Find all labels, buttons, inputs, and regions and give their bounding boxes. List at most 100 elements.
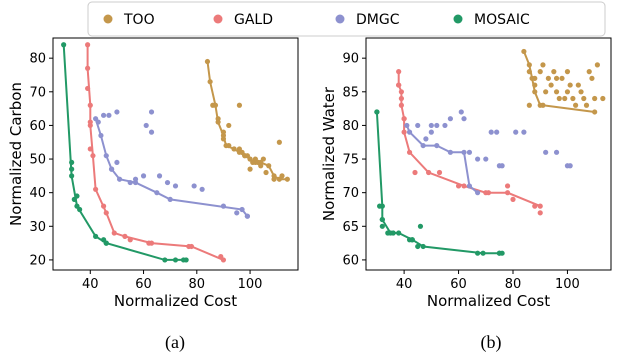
pareto-front-line-too — [522, 51, 595, 113]
data-point-mosaic — [379, 223, 385, 229]
y-tick-label: 60 — [29, 119, 46, 134]
data-point-gald — [146, 240, 152, 246]
legend-marker-dmgc — [335, 14, 345, 24]
data-point-dmgc — [140, 173, 147, 179]
data-point-dmgc — [234, 210, 240, 216]
y-tick-label: 85 — [342, 85, 359, 100]
front-point-dmgc — [434, 142, 440, 149]
y-tick-label: 40 — [29, 186, 46, 201]
data-point-too — [247, 166, 253, 172]
data-point-dmgc — [172, 183, 179, 189]
data-point-dmgc — [191, 183, 197, 189]
front-point-dmgc — [404, 122, 410, 129]
data-point-mosaic — [385, 230, 391, 236]
data-point-too — [540, 62, 546, 68]
data-point-too — [594, 62, 600, 68]
front-point-dmgc — [154, 190, 160, 196]
pareto-front-line-gald — [86, 44, 224, 261]
front-point-too — [266, 163, 272, 169]
data-point-too — [553, 75, 560, 81]
front-point-gald — [85, 42, 91, 48]
series-too — [521, 48, 606, 115]
front-point-too — [592, 109, 598, 115]
data-point-too — [279, 173, 285, 179]
data-point-dmgc — [466, 149, 473, 155]
data-point-gald — [510, 196, 516, 202]
x-tick-label: 60 — [135, 277, 152, 292]
data-point-too — [559, 75, 565, 81]
data-point-too — [586, 69, 592, 75]
plot-frame — [52, 37, 299, 271]
series-mosaic — [374, 109, 505, 256]
data-point-too — [543, 89, 549, 95]
data-point-gald — [396, 82, 402, 88]
pareto-front-line-mosaic — [62, 44, 187, 261]
data-point-dmgc — [461, 116, 467, 122]
data-point-gald — [455, 183, 462, 189]
data-point-mosaic — [180, 257, 187, 263]
data-point-dmgc — [114, 159, 120, 166]
data-point-too — [526, 69, 532, 75]
data-point-gald — [532, 203, 538, 209]
data-point-gald — [504, 183, 511, 189]
data-point-too — [600, 95, 606, 102]
front-point-dmgc — [461, 149, 467, 155]
front-point-dmgc — [420, 142, 426, 149]
front-point-mosaic — [396, 230, 402, 236]
y-tick-label: 75 — [342, 153, 359, 168]
y-tick-label: 30 — [29, 220, 46, 235]
x-tick-label: 100 — [555, 277, 580, 292]
data-point-gald — [87, 119, 93, 125]
front-point-gald — [85, 65, 91, 71]
chart-panel-b: 40 60 80 100 60 65 70 75 80 85 90 Normalized Cost No… — [320, 37, 612, 353]
data-point-mosaic — [71, 196, 77, 202]
data-point-dmgc — [442, 122, 448, 129]
x-tick-label: 60 — [450, 277, 467, 292]
y-tick-label: 20 — [29, 253, 46, 268]
data-point-too — [551, 69, 557, 75]
legend-marker-too — [103, 14, 113, 24]
front-point-dmgc — [103, 153, 109, 159]
data-point-mosaic — [374, 109, 380, 115]
data-point-too — [532, 75, 538, 81]
front-point-dmgc — [475, 190, 481, 196]
legend-label-mosaic: MOSAIC — [474, 12, 530, 28]
data-point-too — [220, 129, 227, 135]
data-point-dmgc — [499, 163, 505, 169]
data-point-too — [573, 102, 579, 108]
front-point-mosaic — [61, 42, 67, 48]
front-point-gald — [93, 186, 99, 192]
data-point-dmgc — [513, 129, 519, 135]
data-point-too — [260, 156, 266, 162]
x-tick-label: 100 — [238, 277, 263, 292]
data-point-gald — [87, 146, 93, 152]
front-point-gald — [87, 102, 93, 108]
data-point-dmgc — [148, 129, 155, 135]
y-tick-label: 60 — [342, 253, 359, 268]
data-point-mosaic — [409, 237, 415, 243]
series-dmgc — [93, 109, 251, 219]
front-point-gald — [122, 233, 128, 239]
data-point-mosaic — [496, 250, 502, 256]
pareto-front-line-dmgc — [94, 118, 249, 217]
data-point-dmgc — [494, 129, 500, 135]
data-point-too — [236, 102, 243, 108]
data-point-dmgc — [220, 203, 227, 209]
data-point-dmgc — [244, 213, 251, 219]
legend-marker-mosaic — [453, 14, 463, 24]
front-point-too — [526, 62, 532, 68]
y-tick-label: 50 — [29, 153, 46, 168]
data-point-too — [548, 82, 554, 88]
data-point-dmgc — [164, 179, 171, 186]
data-point-too — [581, 95, 587, 102]
y-tick-label: 70 — [342, 186, 359, 201]
data-point-too — [537, 69, 543, 75]
x-axis-label: Normalized Cost — [427, 292, 550, 310]
data-point-too — [226, 142, 232, 149]
front-point-too — [540, 102, 546, 108]
front-point-gald — [398, 102, 404, 108]
data-point-dmgc — [132, 176, 139, 182]
front-point-dmgc — [406, 129, 413, 135]
front-point-gald — [90, 153, 96, 159]
data-point-mosaic — [77, 206, 83, 213]
